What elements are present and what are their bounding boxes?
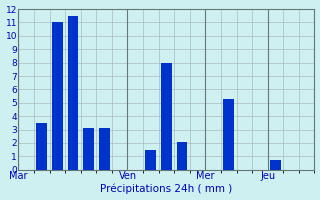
Bar [177, 142, 188, 170]
Bar [161, 63, 172, 170]
Bar [36, 123, 47, 170]
Bar [83, 128, 94, 170]
X-axis label: Précipitations 24h ( mm ): Précipitations 24h ( mm ) [100, 184, 233, 194]
Bar [99, 128, 109, 170]
Bar [52, 22, 63, 170]
Bar [145, 150, 156, 170]
Bar [68, 16, 78, 170]
Bar [270, 160, 281, 170]
Bar [223, 99, 234, 170]
